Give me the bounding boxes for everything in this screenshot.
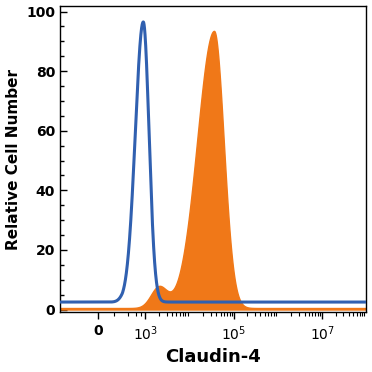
Y-axis label: Relative Cell Number: Relative Cell Number — [6, 68, 20, 250]
X-axis label: Claudin-4: Claudin-4 — [165, 349, 261, 366]
